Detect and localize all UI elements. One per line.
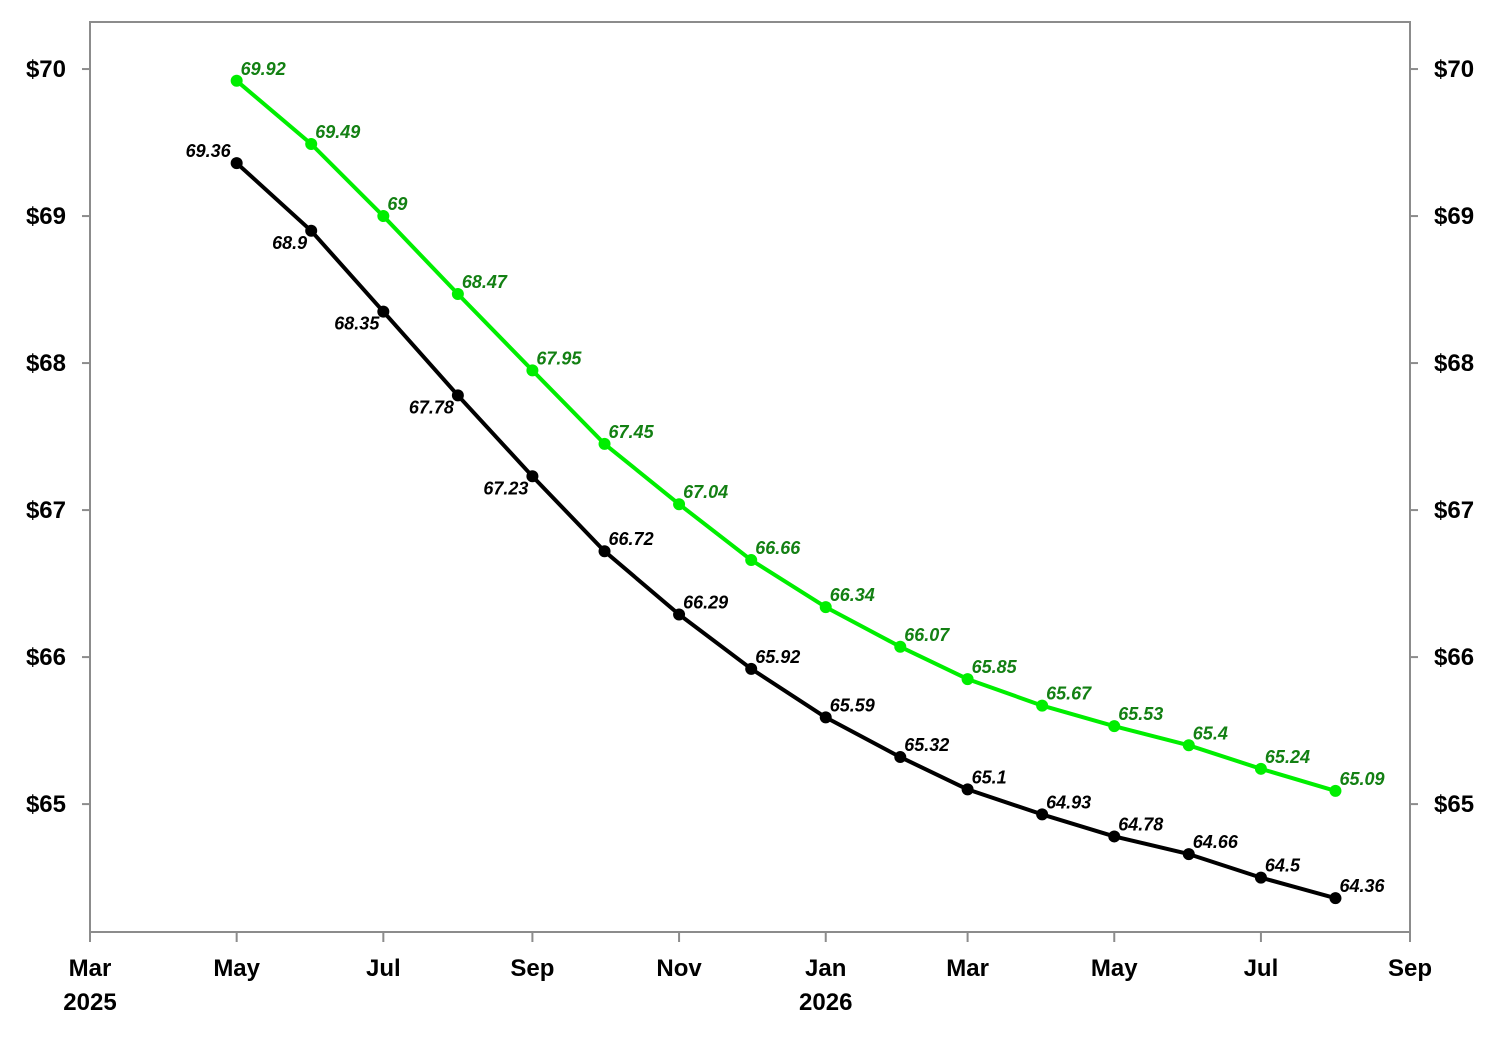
data-point bbox=[1182, 848, 1195, 861]
data-point bbox=[1108, 830, 1121, 843]
series-layer bbox=[230, 74, 1342, 905]
data-label: 64.5 bbox=[1265, 856, 1301, 876]
y-tick-label-right: $65 bbox=[1434, 791, 1474, 818]
data-point bbox=[230, 74, 243, 87]
x-tick-label: Mar bbox=[946, 955, 989, 982]
data-point bbox=[673, 498, 686, 511]
data-point bbox=[526, 470, 539, 483]
x-tick-label: Jan bbox=[805, 955, 846, 982]
x-tick-label: Sep bbox=[1388, 955, 1432, 982]
y-tick-label-right: $69 bbox=[1434, 203, 1474, 230]
data-label: 67.23 bbox=[483, 478, 528, 498]
x-tick-label: Nov bbox=[656, 955, 702, 982]
data-point bbox=[230, 157, 243, 170]
data-label: 64.66 bbox=[1193, 832, 1239, 852]
data-label: 66.29 bbox=[683, 592, 728, 612]
x-year-label: 2026 bbox=[799, 989, 852, 1016]
y-tick-label-left: $65 bbox=[26, 791, 66, 818]
data-label: 65.4 bbox=[1193, 723, 1228, 743]
y-tick-label-left: $68 bbox=[26, 350, 66, 377]
data-label-layer: 69.92 69.49 69 68.47 67.95 67.45 67.04 66.66 66.… bbox=[186, 59, 1386, 896]
data-point bbox=[451, 287, 464, 300]
data-point bbox=[819, 601, 832, 614]
data-point bbox=[1036, 808, 1049, 821]
data-point bbox=[961, 673, 974, 686]
y-tick-label-right: $68 bbox=[1434, 350, 1474, 377]
data-point bbox=[1254, 871, 1267, 884]
x-tick-label: Mar bbox=[69, 955, 112, 982]
data-label: 67.95 bbox=[536, 348, 582, 368]
x-tick-label: Sep bbox=[510, 955, 554, 982]
x-tick-label: May bbox=[213, 955, 260, 982]
x-axis: Mar 2025 May Jul Sep Nov Jan 2026 Mar May Jul Sep bbox=[63, 932, 1432, 1016]
data-point bbox=[598, 545, 611, 558]
y-tick-label-left: $70 bbox=[26, 56, 66, 83]
data-label: 65.53 bbox=[1118, 704, 1163, 724]
data-label: 65.1 bbox=[972, 767, 1007, 787]
data-label: 68.35 bbox=[334, 314, 380, 334]
data-point bbox=[745, 554, 758, 567]
data-point bbox=[961, 783, 974, 796]
data-label: 69.36 bbox=[186, 141, 232, 161]
data-point bbox=[1182, 739, 1195, 752]
data-point bbox=[673, 608, 686, 621]
data-label: 64.93 bbox=[1046, 792, 1091, 812]
data-point bbox=[451, 389, 464, 402]
data-point bbox=[526, 364, 539, 377]
data-label: 66.34 bbox=[830, 585, 875, 605]
data-label: 65.24 bbox=[1265, 747, 1310, 767]
data-point bbox=[377, 305, 390, 318]
data-point bbox=[894, 751, 907, 764]
data-label: 65.67 bbox=[1046, 684, 1092, 704]
y-tick-label-right: $67 bbox=[1434, 497, 1474, 524]
data-label: 65.32 bbox=[904, 735, 949, 755]
data-point bbox=[1329, 892, 1342, 905]
data-label: 69 bbox=[387, 194, 407, 214]
data-point bbox=[377, 210, 390, 223]
y-tick-label-left: $67 bbox=[26, 497, 66, 524]
data-point bbox=[1329, 784, 1342, 797]
data-point bbox=[1254, 762, 1267, 775]
data-label: 67.45 bbox=[609, 422, 655, 442]
y-axis-left: $65 $66 $67 $68 $69 $70 bbox=[26, 56, 90, 818]
data-label: 67.04 bbox=[683, 482, 728, 502]
data-label: 66.72 bbox=[609, 529, 654, 549]
x-tick-label: May bbox=[1091, 955, 1138, 982]
data-point bbox=[305, 138, 318, 151]
data-label: 66.66 bbox=[755, 538, 801, 558]
y-axis-right: $65 $66 $67 $68 $69 $70 bbox=[1410, 56, 1474, 818]
data-label: 68.47 bbox=[462, 272, 508, 292]
data-label: 64.36 bbox=[1339, 876, 1385, 896]
x-tick-label: Jul bbox=[1244, 955, 1279, 982]
data-label: 67.78 bbox=[409, 397, 454, 417]
data-point bbox=[894, 640, 907, 653]
x-year-label: 2025 bbox=[63, 989, 116, 1016]
y-tick-label-left: $69 bbox=[26, 203, 66, 230]
y-tick-label-left: $66 bbox=[26, 644, 66, 671]
data-point bbox=[745, 662, 758, 675]
x-tick-label: Jul bbox=[366, 955, 401, 982]
data-label: 65.59 bbox=[830, 695, 875, 715]
plot-area-frame bbox=[89, 21, 1411, 933]
data-point bbox=[1108, 720, 1121, 733]
data-point bbox=[305, 224, 318, 237]
data-label: 65.09 bbox=[1339, 769, 1384, 789]
data-point bbox=[598, 437, 611, 450]
data-label: 69.92 bbox=[241, 59, 286, 79]
data-label: 66.07 bbox=[904, 625, 950, 645]
series-line-0 bbox=[235, 79, 1337, 793]
data-label: 69.49 bbox=[315, 122, 360, 142]
y-tick-label-right: $70 bbox=[1434, 56, 1474, 83]
y-tick-label-right: $66 bbox=[1434, 644, 1474, 671]
series-line-1 bbox=[235, 161, 1337, 901]
data-point bbox=[819, 711, 832, 724]
data-label: 65.92 bbox=[755, 647, 800, 667]
data-label: 68.9 bbox=[272, 233, 307, 253]
data-label: 65.85 bbox=[972, 657, 1018, 677]
data-label: 64.78 bbox=[1118, 814, 1163, 834]
data-point bbox=[1036, 699, 1049, 712]
